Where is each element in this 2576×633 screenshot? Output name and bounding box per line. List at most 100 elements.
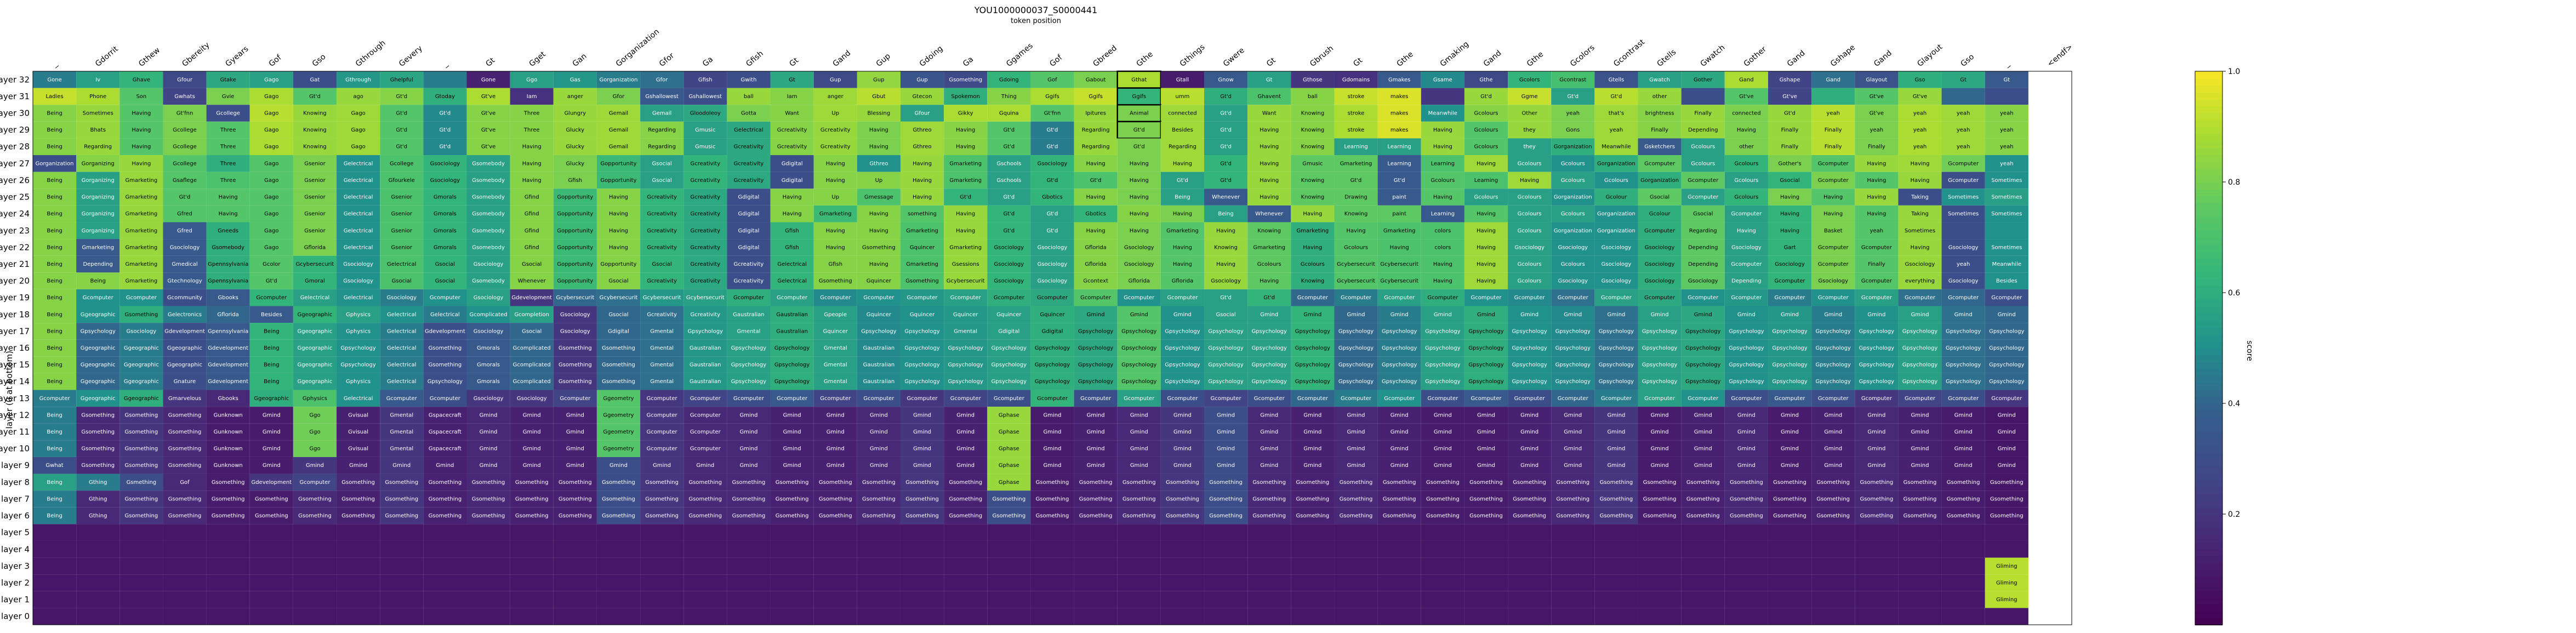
cell-label: Gelectrical <box>387 312 417 318</box>
cell-label: Gsomebody <box>472 244 505 250</box>
cell-label: Spokemon <box>951 94 980 100</box>
cell-label: Gmind <box>1347 312 1365 318</box>
cell-label: Gsociology <box>1818 278 1848 284</box>
cell-label: Gt'd <box>1133 144 1145 150</box>
cell-label: Gsociology <box>1688 278 1718 284</box>
cell-label: Gsomething <box>1166 496 1199 502</box>
cell-label: Gsociology <box>560 328 590 334</box>
heatmap-cell <box>206 189 250 206</box>
heatmap-cell <box>423 540 467 558</box>
cell-label: Having <box>1347 228 1366 234</box>
heatmap-cell <box>813 71 857 88</box>
heatmap-cell <box>466 222 510 239</box>
x-tick-labels: _ Gdorrit Gthew Gbereity Gyears Gof Gso Gthroug… <box>50 27 2075 69</box>
heatmap-cell <box>1898 608 1942 625</box>
heatmap-cell <box>1421 121 1464 139</box>
cell-label: Gpsychology <box>1208 345 1243 351</box>
heatmap-cell <box>1724 608 1768 625</box>
cell-label: Having <box>1780 228 1799 234</box>
y-tick-label: layer 32 <box>0 75 30 84</box>
cell-label: Gt've <box>481 94 496 100</box>
heatmap-cell <box>987 88 1031 105</box>
cell-label: Gt'd <box>396 94 407 100</box>
cell-label: Ggeographic <box>124 379 159 385</box>
heatmap-cell <box>1464 557 1508 575</box>
heatmap-cell <box>119 121 163 139</box>
heatmap-cell <box>1508 557 1552 575</box>
cell-label: Gphysics <box>303 396 327 402</box>
heatmap-cell <box>1074 574 1118 591</box>
heatmap-cell <box>466 172 510 189</box>
x-tick-label: _ <box>50 59 59 69</box>
heatmap-cell <box>1204 205 1248 223</box>
cell-label: Gmind <box>1260 429 1278 435</box>
cell-label: Gmind <box>1130 312 1148 318</box>
heatmap-cell <box>1724 540 1768 558</box>
cell-label: Gpsychology <box>1425 379 1460 385</box>
heatmap-cell <box>1508 121 1552 139</box>
cell-label: Gsomething <box>602 362 635 368</box>
cell-label: Gmind <box>1954 412 1973 418</box>
cell-label: yeah <box>2000 111 2014 117</box>
x-tick-label: Gthrough <box>354 38 387 69</box>
cell-label: Finally <box>1825 127 1842 133</box>
cell-label: Gelectrical <box>387 379 417 385</box>
cell-label: Having <box>1130 161 1149 167</box>
heatmap-cell <box>1117 222 1161 239</box>
heatmap-cell <box>293 71 337 88</box>
cell-label: Gmind <box>1867 463 1885 469</box>
cell-label: Gpsychology <box>1252 379 1287 385</box>
cell-label: Gfourkele <box>389 178 415 184</box>
colorbar-segment <box>2195 486 2222 494</box>
cell-label: Gago <box>264 127 278 133</box>
cell-label: Gsocial <box>522 261 542 267</box>
cell-label: Gfish <box>828 261 842 267</box>
heatmap-cell <box>900 540 944 558</box>
heatmap-cell <box>1508 88 1552 105</box>
heatmap-cell <box>1985 121 2028 139</box>
x-tick-label: Ga <box>701 55 715 69</box>
cell-label: Gsomething <box>1122 513 1156 519</box>
cell-label: Gt'd <box>960 195 971 201</box>
y-tick-label: layer 4 <box>1 544 30 554</box>
heatmap-cell <box>293 155 337 172</box>
cell-label: Blessing <box>868 111 891 117</box>
cell-label: Gsomething <box>1166 513 1199 519</box>
heatmap-cell <box>727 222 771 239</box>
cell-label: Gmind <box>1130 412 1148 418</box>
heatmap-cell <box>813 105 857 122</box>
heatmap-cell <box>76 189 120 206</box>
cell-label: Gcomputer <box>1080 295 1112 301</box>
cell-label: Up <box>831 195 839 201</box>
cell-label: Gmind <box>1954 446 1973 452</box>
x-tick-label: Gbereity <box>180 41 211 69</box>
cell-label: Gsociology <box>1124 261 1154 267</box>
heatmap-cell <box>249 557 293 575</box>
heatmap-cell <box>1247 222 1291 239</box>
heatmap-cell <box>1941 71 1985 88</box>
cell-label: Gsocial <box>608 312 628 318</box>
cell-label: Gdigital <box>738 228 760 234</box>
heatmap-cell <box>1074 138 1118 156</box>
cell-label: Gcollege <box>390 161 414 167</box>
cell-label: Gemail <box>609 127 628 133</box>
heatmap-cell <box>1204 557 1248 575</box>
cell-label: ball <box>1308 94 1318 100</box>
y-tick-label: layer 0 <box>1 612 30 621</box>
heatmap-cell <box>640 172 684 189</box>
cell-label: Gsomething <box>125 446 158 452</box>
cell-label: Learning <box>1387 144 1411 150</box>
heatmap-cell <box>466 88 510 105</box>
heatmap-cell <box>1377 557 1421 575</box>
cell-label: Gmarketing <box>1166 228 1199 234</box>
cell-label: Gtechnology <box>167 278 202 284</box>
heatmap-cell <box>1334 608 1378 625</box>
cell-label: Gmind <box>1434 446 1452 452</box>
cell-label: Gmarketing <box>1383 228 1416 234</box>
heatmap-cell <box>466 155 510 172</box>
heatmap-cell <box>683 138 727 156</box>
cell-label: Gsociology <box>127 328 157 334</box>
cell-label: Being <box>47 278 62 284</box>
heatmap-cell <box>510 121 554 139</box>
cell-label: Gsomething <box>1469 480 1503 486</box>
